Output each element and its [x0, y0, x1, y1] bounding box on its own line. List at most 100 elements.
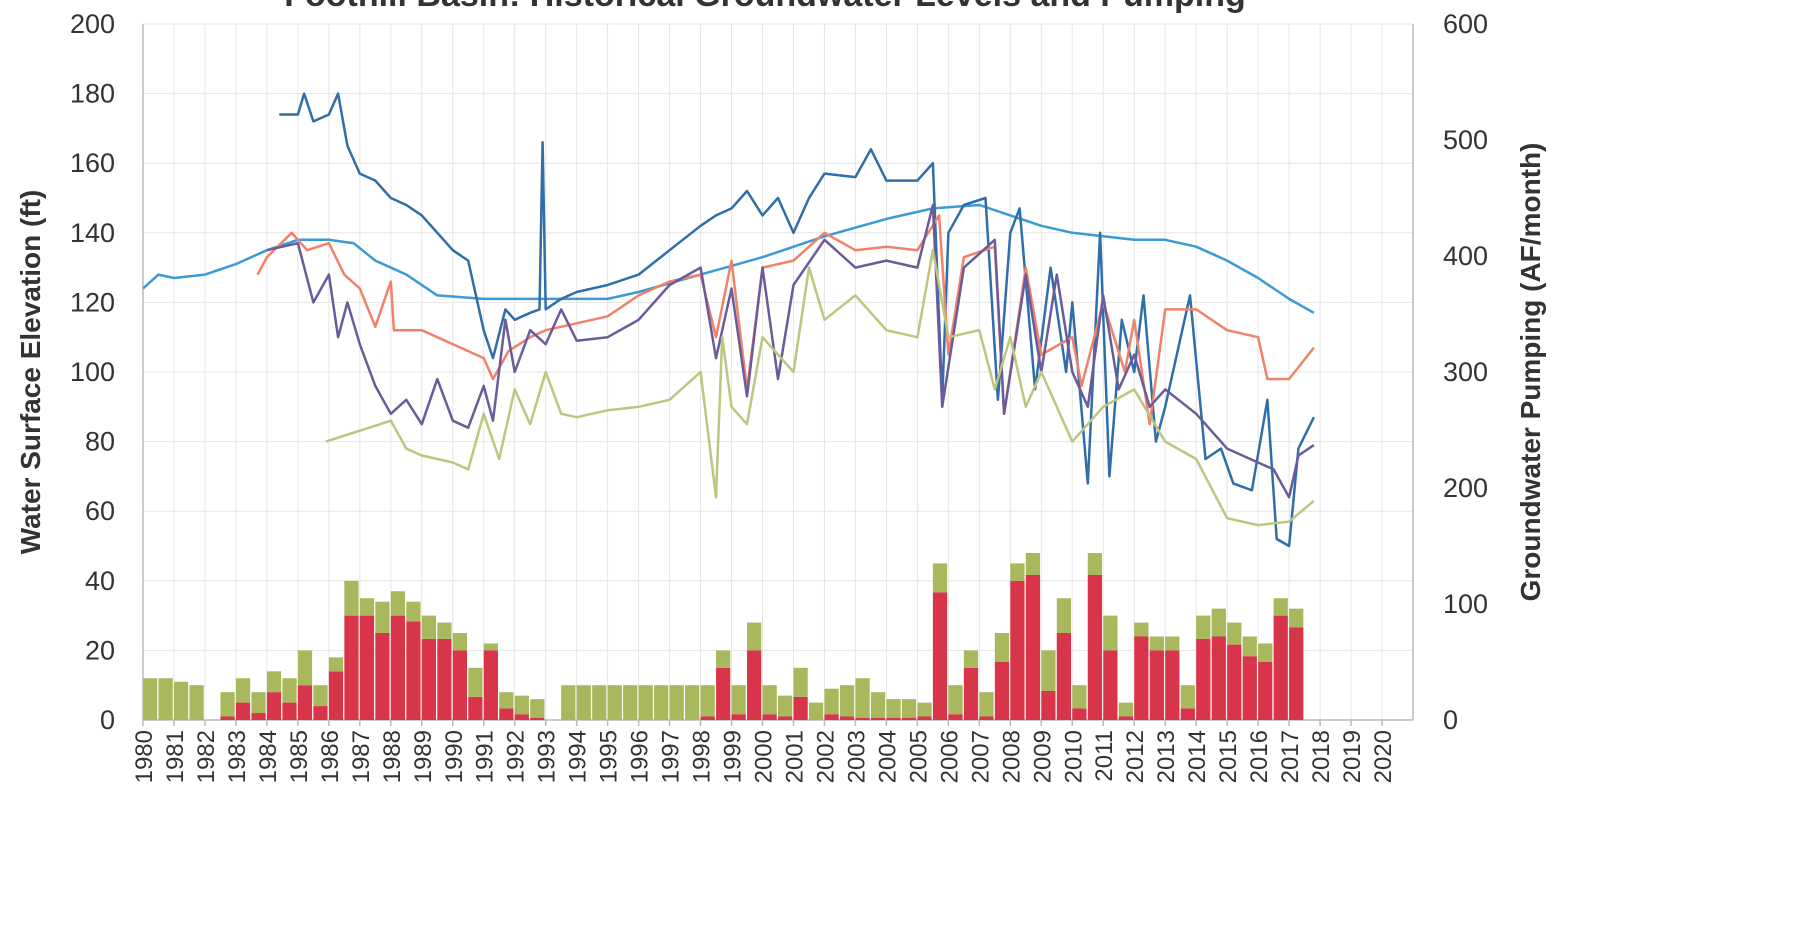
bar [189, 685, 204, 720]
bar [994, 633, 1010, 662]
x-tick-label: 1995 [596, 730, 623, 783]
bar [948, 685, 963, 715]
bar [1242, 636, 1257, 657]
bar [1025, 552, 1041, 575]
bar [747, 622, 762, 651]
bar [716, 667, 731, 720]
x-tick-label: 1983 [224, 730, 251, 783]
bar [839, 685, 855, 717]
y2-tick-label: 200 [1443, 473, 1488, 503]
bar [1056, 598, 1072, 633]
bar [1118, 702, 1133, 717]
bar [530, 717, 545, 720]
bar [1118, 716, 1133, 720]
x-tick-label: 1997 [658, 730, 685, 783]
bar [499, 692, 514, 709]
y-tick-label: 60 [85, 496, 115, 526]
bar [1087, 575, 1103, 720]
bar [390, 591, 406, 616]
bar [654, 685, 669, 720]
bar [1103, 615, 1118, 651]
bar [452, 633, 468, 651]
y-tick-label: 200 [70, 9, 115, 39]
x-tick-label: 1999 [720, 730, 747, 783]
bar [1227, 644, 1242, 720]
x-tick-label: 2017 [1277, 730, 1304, 783]
bar [297, 650, 313, 686]
bar [1180, 685, 1195, 709]
bar [421, 615, 437, 639]
bar [344, 615, 359, 720]
bar [561, 685, 576, 720]
x-tick-label: 2004 [874, 730, 901, 783]
y-tick-label: 40 [85, 566, 115, 596]
bar [359, 615, 375, 720]
bar [979, 716, 994, 720]
y-tick-label: 0 [100, 705, 115, 735]
bar [158, 678, 173, 720]
bar [266, 671, 282, 693]
y-tick-label: 20 [85, 635, 115, 665]
bar [406, 601, 421, 622]
bar [685, 685, 700, 720]
bar [731, 714, 746, 720]
y-tick-label: 120 [70, 287, 115, 317]
bar [808, 702, 824, 720]
x-tick-label: 1982 [193, 730, 220, 783]
bar [173, 681, 189, 720]
bar [406, 621, 421, 720]
bar [220, 716, 235, 720]
bar [623, 685, 638, 720]
bar [1134, 622, 1149, 637]
y2-axis-title: Groundwater Pumping (AF/month) [1515, 143, 1546, 602]
x-tick-label: 1994 [565, 730, 592, 783]
bar [452, 650, 468, 720]
bar [762, 714, 777, 720]
bar [235, 678, 251, 703]
bar [638, 685, 653, 720]
bar [592, 685, 607, 720]
bar [359, 598, 375, 616]
bar [1134, 636, 1149, 720]
bar [886, 699, 901, 718]
y-tick-label: 140 [70, 218, 115, 248]
y-tick-label: 100 [70, 357, 115, 387]
y-tick-label: 80 [85, 427, 115, 457]
y2-tick-label: 500 [1443, 125, 1488, 155]
x-tick-label: 2007 [967, 730, 994, 783]
x-tick-label: 1985 [286, 730, 313, 783]
x-tick-label: 1998 [689, 730, 716, 783]
bar [1258, 662, 1273, 720]
bar [1211, 608, 1226, 637]
bar [1149, 636, 1164, 651]
bar [1273, 615, 1288, 720]
bar [963, 667, 979, 720]
x-tick-label: 2006 [936, 730, 963, 783]
bar [1056, 633, 1072, 720]
bar [917, 716, 932, 720]
bar [1010, 580, 1025, 720]
bar [1289, 608, 1304, 628]
bar [421, 638, 437, 720]
bar [1258, 643, 1273, 662]
bar [530, 699, 545, 718]
bar [576, 685, 591, 720]
bar [778, 695, 793, 717]
bar [901, 699, 917, 718]
bar [731, 685, 746, 715]
x-tick-label: 1988 [379, 730, 406, 783]
bar [700, 685, 715, 717]
bar [778, 716, 793, 720]
bar [266, 692, 282, 720]
bar [994, 662, 1010, 720]
y2-tick-label: 600 [1443, 9, 1488, 39]
bar [716, 650, 731, 668]
bar [1196, 638, 1211, 720]
bar [1165, 636, 1180, 651]
x-tick-label: 2009 [1029, 730, 1056, 783]
bar [313, 706, 328, 720]
x-tick-label: 1996 [627, 730, 654, 783]
chart-title: Foothill Basin: Historical Groundwater L… [284, 0, 1246, 14]
bar [437, 622, 452, 639]
x-tick-label: 2014 [1184, 730, 1211, 783]
